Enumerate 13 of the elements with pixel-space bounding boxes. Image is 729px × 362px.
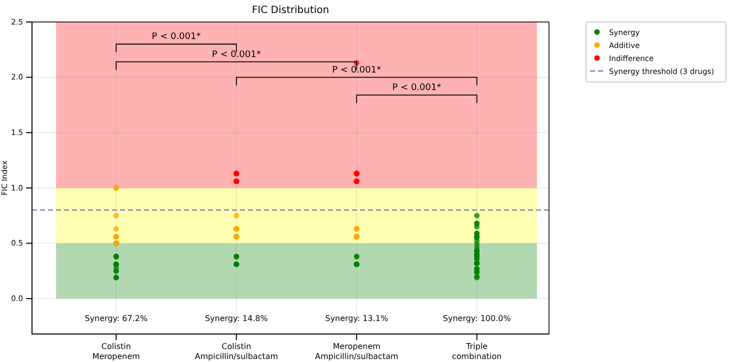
annotation: P < 0.001* bbox=[152, 32, 202, 42]
annotation: Synergy: 67.2% bbox=[84, 314, 148, 323]
annotation: Synergy: 13.1% bbox=[325, 314, 388, 323]
x-tick-label: Triple combination bbox=[452, 342, 502, 361]
x-tick-label: Meropenem Ampicillin/sulbactam bbox=[314, 342, 398, 361]
x-tick-label: Colistin Ampicillin/sulbactam bbox=[194, 342, 278, 361]
annotation: Synergy: 100.0% bbox=[442, 314, 512, 323]
annotation: P < 0.001* bbox=[332, 65, 382, 76]
annotation: Synergy: 14.8% bbox=[204, 314, 268, 323]
annotation: P < 0.001* bbox=[212, 50, 262, 60]
chart-title: FIC Distribution bbox=[252, 5, 330, 16]
x-tick-label: Colistin Meropenem bbox=[92, 342, 140, 361]
annotation: P < 0.001* bbox=[392, 83, 442, 94]
